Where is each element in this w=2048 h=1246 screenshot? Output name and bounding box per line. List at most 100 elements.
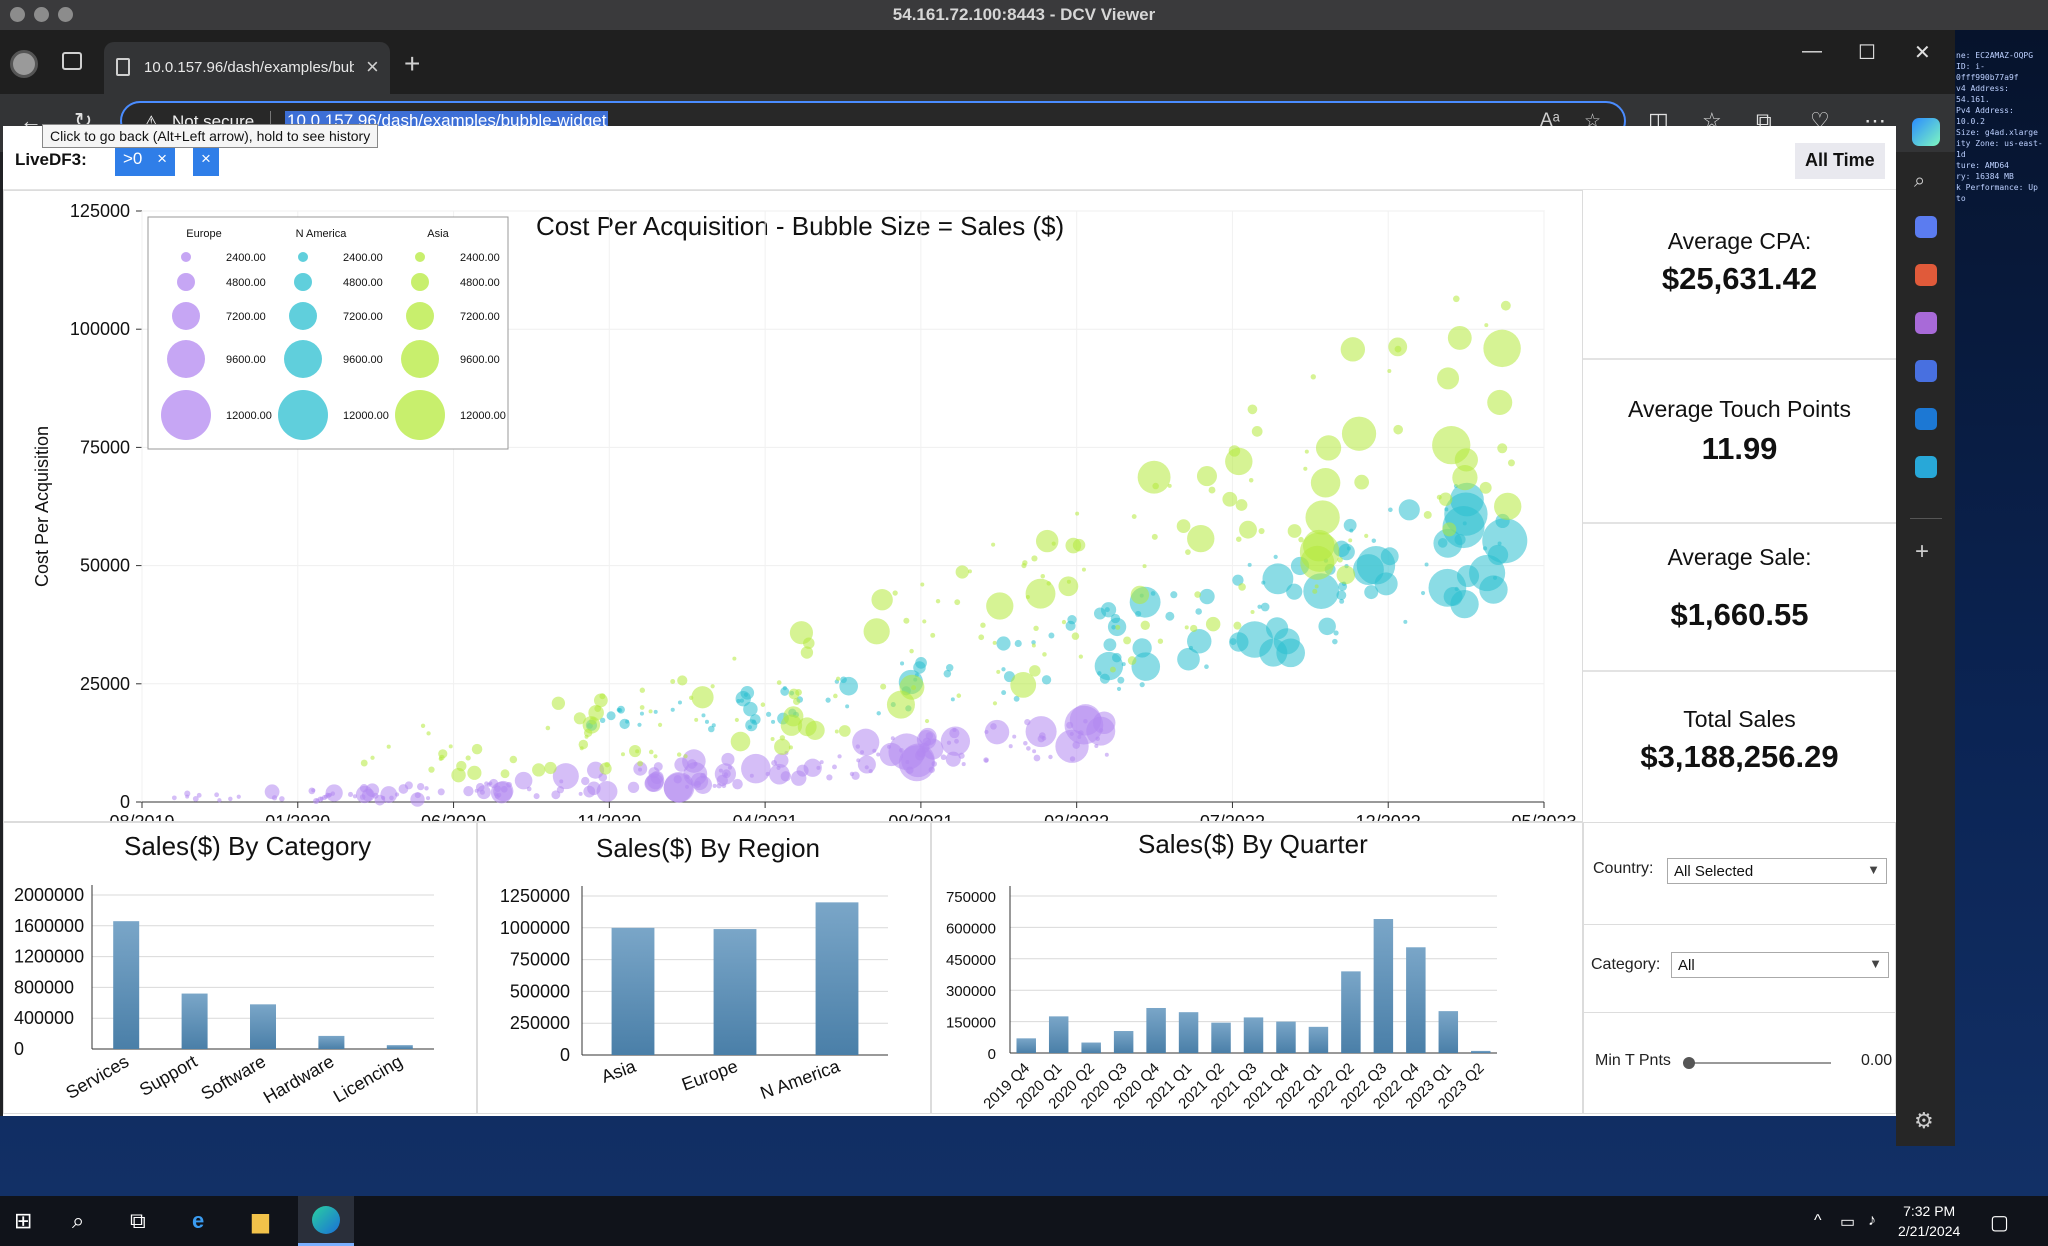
bubble-europe <box>493 780 514 802</box>
bubble-n-america <box>1454 533 1466 546</box>
bubble-chart[interactable]: 0 25000 50000 75000 100000 125000 08/2019 01/20… <box>4 191 1582 821</box>
file-explorer-icon[interactable]: ▆ <box>252 1208 269 1233</box>
bubble-europe <box>721 752 735 766</box>
bubble-n-america <box>1276 638 1306 668</box>
min-tpnts-value: 0.00 <box>1861 1052 1893 1069</box>
profile-avatar[interactable] <box>10 50 38 78</box>
minimize-icon[interactable]: — <box>1802 40 1822 62</box>
bubble-n-america <box>1247 562 1252 567</box>
dashboard-page: LiveDF3: >0 × × All Time Cost Per Acquis… <box>3 126 1896 1116</box>
close-window-dot[interactable] <box>10 7 25 22</box>
filter-chip[interactable]: >0 × <box>115 146 176 176</box>
sidebar-settings-gear-icon[interactable]: ⚙ <box>1914 1108 1934 1133</box>
copilot-icon[interactable] <box>1912 118 1940 146</box>
bubble-n-america <box>1262 563 1294 595</box>
bubble-asia <box>924 718 930 724</box>
bubble-n-america <box>1204 664 1209 670</box>
bubble-n-america <box>1398 499 1420 521</box>
close-icon[interactable]: ✕ <box>1914 42 1931 64</box>
search-icon[interactable]: ⌕ <box>1914 170 1926 192</box>
windows-start-icon[interactable]: ⊞ <box>14 1208 33 1233</box>
bubble-europe <box>1069 756 1076 762</box>
read-aloud-icon[interactable]: A͏ᵃ <box>1540 110 1560 131</box>
network-icon[interactable]: ▭ <box>1840 1214 1856 1231</box>
tab-actions-icon[interactable] <box>62 52 82 70</box>
notifications-icon[interactable]: ▢ <box>1990 1212 2009 1234</box>
bubble-n-america <box>1260 602 1270 612</box>
bubble-asia <box>1205 616 1221 632</box>
task-view-icon[interactable]: ⧉ <box>130 1208 146 1233</box>
bubble-n-america <box>639 711 644 716</box>
bubble-n-america <box>1093 607 1107 620</box>
bubble-n-america <box>749 714 761 725</box>
bubble-asia <box>1497 443 1508 454</box>
clear-filters-close-icon[interactable]: × <box>201 149 211 168</box>
bubble-n-america <box>1195 608 1202 615</box>
bubble-asia <box>956 693 962 698</box>
maximize-icon[interactable]: ☐ <box>1858 42 1876 64</box>
legend-size-label: 9600.00 <box>226 354 266 366</box>
legend-bubble <box>289 302 317 330</box>
bubble-europe <box>1023 740 1028 746</box>
x-tick-label: Support <box>136 1051 201 1100</box>
bubble-n-america <box>825 697 831 703</box>
country-select[interactable]: All Selected ▼ <box>1667 858 1887 884</box>
bubble-europe <box>849 771 855 777</box>
bubble-asia <box>1021 563 1027 569</box>
clear-filters-button[interactable]: × <box>193 146 219 176</box>
edge-taskbar-button[interactable] <box>298 1196 354 1246</box>
bubble-asia <box>1310 468 1341 498</box>
y-tick-label: 450000 <box>946 952 996 969</box>
category-bar-chart[interactable]: 0 400000 800000 1200000 1600000 2000000 Servic… <box>4 823 476 1113</box>
min-tpnts-slider-track[interactable] <box>1687 1062 1831 1064</box>
bubble-asia <box>1494 492 1522 521</box>
search-icon[interactable]: ⌕ <box>72 1208 85 1233</box>
volume-icon[interactable]: ♪ <box>1868 1212 1876 1229</box>
outlook-icon[interactable] <box>1915 408 1937 430</box>
bubble-asia <box>1031 555 1038 562</box>
region-bar-chart[interactable]: 0 250000 500000 750000 1000000 1250000 Asia Eur… <box>478 823 930 1113</box>
category-label: Category: <box>1591 956 1661 973</box>
close-tab-icon[interactable]: × <box>366 54 379 79</box>
add-sidebar-app-icon[interactable]: + <box>1915 538 1930 565</box>
tools-icon[interactable] <box>1915 264 1937 286</box>
x-tick-label: N America <box>758 1056 844 1104</box>
bubble-n-america <box>1380 547 1399 566</box>
internet-explorer-icon[interactable]: e <box>192 1208 205 1233</box>
bubble-n-america <box>1444 492 1488 536</box>
shopping-icon[interactable] <box>1915 216 1937 238</box>
bubble-asia <box>991 542 996 547</box>
bubble-n-america <box>740 685 755 700</box>
bubble-asia <box>1303 466 1308 471</box>
clock-time: 7:32 PM <box>1903 1203 1956 1219</box>
drop-icon[interactable] <box>1915 456 1937 478</box>
category-select[interactable]: All ▼ <box>1671 952 1889 978</box>
bubble-n-america <box>1339 598 1345 604</box>
browser-tab[interactable]: 10.0.157.96/dash/examples/bubble-widget … <box>104 42 390 94</box>
bubble-n-america <box>996 636 1011 651</box>
bubble-n-america <box>637 722 642 727</box>
zoom-window-dot[interactable] <box>58 7 73 22</box>
bubble-asia <box>639 687 646 693</box>
games-icon[interactable] <box>1915 312 1937 334</box>
window-title: 54.161.72.100:8443 - DCV Viewer <box>892 5 1156 24</box>
new-tab-icon[interactable]: + <box>404 48 421 79</box>
minimize-window-dot[interactable] <box>34 7 49 22</box>
bubble-europe <box>171 795 177 801</box>
taskbar-clock[interactable]: 7:32 PM 2/21/2024 <box>1898 1201 1960 1241</box>
bubble-n-america <box>1433 528 1463 558</box>
edge-sidebar: ⌕ + ⚙ <box>1896 152 1955 1146</box>
bubble-asia <box>1315 435 1342 461</box>
legend-bubble <box>406 302 434 330</box>
min-tpnts-slider-handle[interactable] <box>1683 1057 1695 1069</box>
bubble-asia <box>448 744 453 749</box>
filter-chip-close-icon[interactable]: × <box>157 149 168 168</box>
microsoft-365-icon[interactable] <box>1915 360 1937 382</box>
bubble-europe <box>928 766 935 773</box>
tray-chevron-icon[interactable]: ^ <box>1814 1212 1822 1229</box>
bubble-europe <box>796 764 809 777</box>
all-time-button[interactable]: All Time <box>1795 143 1885 179</box>
bubble-asia <box>1123 636 1132 645</box>
y-tick-label: 0 <box>560 1045 570 1065</box>
